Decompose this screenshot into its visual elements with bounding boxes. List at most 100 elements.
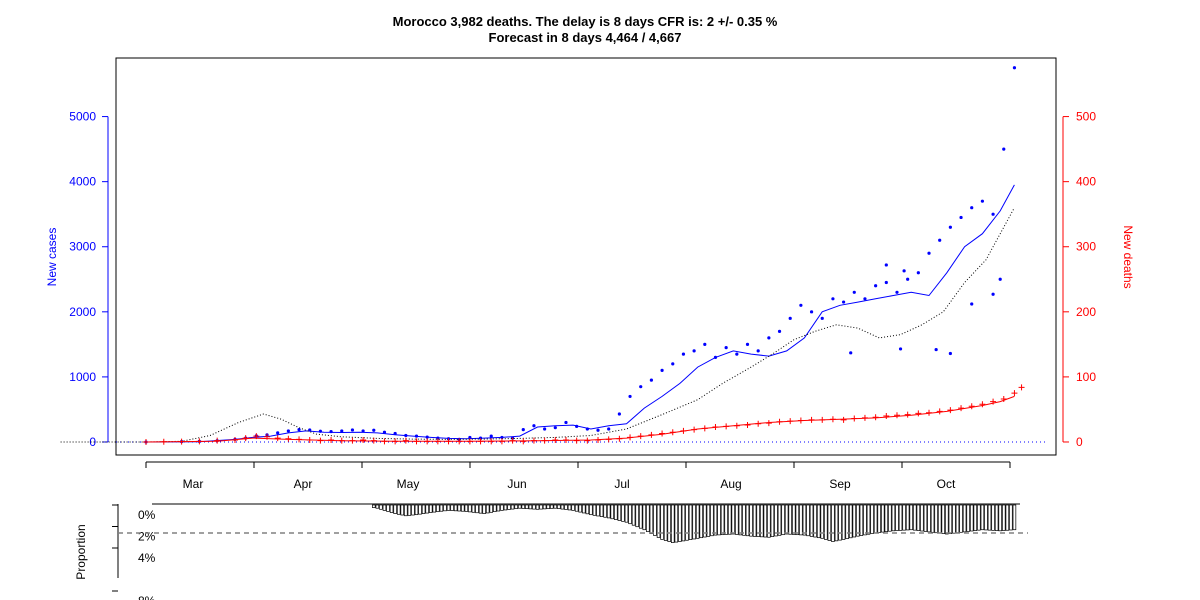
data-point <box>788 316 792 320</box>
proportion-bar <box>514 504 518 510</box>
proportion-bar <box>471 504 476 513</box>
proportion-bar <box>621 504 625 522</box>
proportion-bar <box>649 504 654 534</box>
proportion-bar <box>834 504 839 542</box>
y-tick-label-left: 3000 <box>69 240 96 254</box>
x-tick-label: Apr <box>294 477 313 491</box>
data-point <box>553 426 557 430</box>
proportion-bar <box>468 504 472 513</box>
proportion-bar <box>439 504 444 512</box>
proportion-bar <box>560 504 565 510</box>
proportion-bar <box>891 504 896 532</box>
proportion-bar <box>767 504 771 538</box>
proportion-bar <box>756 504 760 537</box>
proportion-bar <box>752 504 757 537</box>
proportion-bar <box>574 504 579 512</box>
data-point <box>831 297 835 301</box>
proportion-bar <box>457 504 461 512</box>
proportion-bar <box>660 504 664 540</box>
x-tick-label: Jun <box>507 477 526 491</box>
proportion-bar <box>945 504 949 535</box>
proportion-bar <box>781 504 785 536</box>
y-tick-label-right: 200 <box>1076 305 1096 319</box>
data-point <box>884 263 888 267</box>
data-point-plus <box>1018 384 1025 391</box>
data-point <box>849 351 853 355</box>
proportion-axis-label: Proportion <box>74 524 88 579</box>
data-point <box>724 346 728 350</box>
data-point <box>703 342 707 346</box>
data-point <box>596 428 600 432</box>
proportion-bar <box>742 504 746 536</box>
data-point-plus <box>360 437 367 444</box>
proportion-bar <box>446 504 451 511</box>
proportion-bar <box>688 504 693 540</box>
proportion-bar <box>695 504 700 539</box>
proportion-bar <box>759 504 764 538</box>
data-point-plus <box>285 435 292 442</box>
proportion-tick-label: 4% <box>138 551 156 565</box>
proportion-bar <box>763 504 768 538</box>
proportion-bar <box>877 504 881 533</box>
data-point <box>350 428 355 432</box>
data-point <box>998 277 1002 281</box>
data-point <box>898 347 903 351</box>
proportion-bar <box>436 504 440 513</box>
data-point-plus <box>1011 390 1018 397</box>
proportion-bar <box>396 504 401 515</box>
proportion-bar <box>404 504 408 517</box>
data-point <box>276 431 280 435</box>
data-point-plus <box>915 410 922 417</box>
proportion-bar <box>606 504 611 519</box>
proportion-bar <box>418 504 422 515</box>
data-point-plus <box>402 437 409 444</box>
proportion-bar <box>614 504 618 520</box>
proportion-bar <box>528 504 533 510</box>
proportion-bar <box>873 504 878 534</box>
proportion-bar <box>792 504 796 535</box>
proportion-bar <box>813 504 817 538</box>
proportion-bar <box>372 504 376 508</box>
proportion-bar <box>599 504 604 517</box>
proportion-bar <box>617 504 622 521</box>
proportion-bar <box>937 504 942 534</box>
proportion-bar <box>795 504 800 536</box>
data-point <box>564 420 568 425</box>
y-tick-label-right: 400 <box>1076 175 1096 189</box>
proportion-bar <box>1012 504 1017 531</box>
proportion-bar <box>628 504 632 525</box>
proportion-bar <box>592 504 597 516</box>
proportion-bar <box>870 504 874 534</box>
data-point <box>842 300 846 304</box>
data-point <box>489 434 493 438</box>
proportion-bar <box>884 504 889 533</box>
proportion-bar <box>453 504 458 512</box>
data-point <box>895 290 899 294</box>
proportion-bar <box>582 504 586 514</box>
data-point <box>372 428 376 432</box>
proportion-bar <box>920 504 924 532</box>
data-point <box>382 430 387 434</box>
proportion-bar <box>984 504 988 531</box>
proportion-bar <box>464 504 469 512</box>
proportion-bar <box>400 504 405 516</box>
proportion-bar <box>631 504 636 526</box>
proportion-bar <box>646 504 650 533</box>
data-point <box>938 238 942 242</box>
proportion-bar <box>888 504 892 532</box>
proportion-bar <box>596 504 600 517</box>
proportion-bar <box>749 504 753 537</box>
proportion-bar <box>624 504 629 523</box>
proportion-bar <box>414 504 419 516</box>
proportion-bar <box>856 504 860 537</box>
proportion-bar <box>905 504 910 531</box>
proportion-bar <box>720 504 725 536</box>
proportion-bar <box>824 504 828 540</box>
proportion-bar <box>987 504 992 531</box>
data-point-plus <box>1000 396 1007 403</box>
proportion-bar <box>845 504 849 539</box>
x-tick-label: Jul <box>614 477 629 491</box>
proportion-bar <box>809 504 814 537</box>
proportion-bar <box>784 504 789 535</box>
proportion-bar <box>685 504 689 541</box>
